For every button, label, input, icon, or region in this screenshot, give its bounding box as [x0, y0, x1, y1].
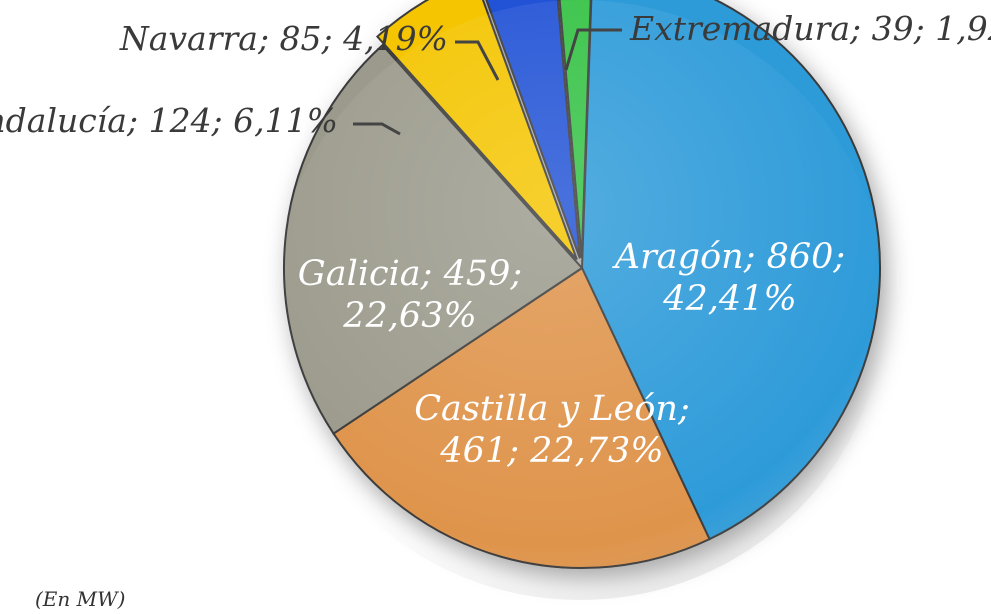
data-label: Aragón; 860; 42,41%: [612, 237, 845, 319]
data-label: Galicia; 459; 22,63%: [298, 254, 522, 336]
leader-lines: [353, 28, 622, 136]
note: (En MW): [35, 587, 125, 611]
data-label: Castilla y León; 461; 22,73%: [414, 389, 690, 471]
leader-line: [564, 28, 622, 71]
data-label: Extremadura; 39; 1,92%: [629, 9, 991, 48]
leader-line: [353, 122, 401, 136]
data-label: Andalucía; 124; 6,11%: [0, 101, 338, 140]
data-label: Navarra; 85; 4,19%: [119, 19, 448, 58]
leader-line: [455, 40, 500, 81]
